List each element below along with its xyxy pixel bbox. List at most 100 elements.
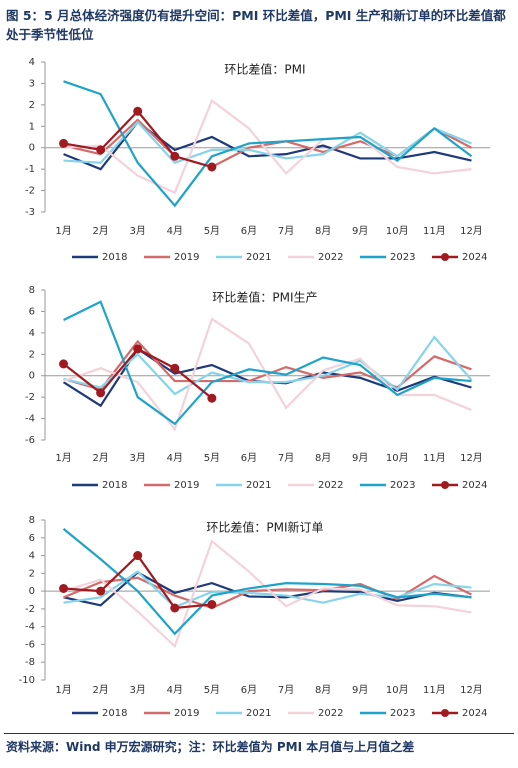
series-line xyxy=(63,98,472,195)
x-tick-label: 11月 xyxy=(423,452,446,464)
x-tick-label: 12月 xyxy=(460,452,483,464)
series-line xyxy=(63,335,473,396)
point-marker xyxy=(59,138,69,148)
point-marker xyxy=(133,551,143,561)
y-tick-label: 6 xyxy=(29,306,35,317)
y-tick-label: 2 xyxy=(29,349,35,360)
y-tick-label: -2 xyxy=(25,186,35,197)
y-tick-label: 1 xyxy=(29,121,35,132)
x-tick-label: 10月 xyxy=(386,452,409,464)
source-note: 资料来源：Wind 申万宏源研究；注：环比差值为 PMI 本月值与上月值之差 xyxy=(6,740,415,754)
y-tick-label: 2 xyxy=(29,100,35,111)
y-tick-label: 8 xyxy=(29,515,35,526)
point-marker xyxy=(96,145,106,155)
x-tick-label: 9月 xyxy=(352,684,368,696)
legend-label: 2024 xyxy=(462,480,487,491)
x-tick-label: 8月 xyxy=(315,452,331,464)
legend-label: 2021 xyxy=(246,252,271,263)
legend-label: 2024 xyxy=(462,252,487,263)
series-line xyxy=(63,300,472,426)
series-line xyxy=(63,317,472,432)
point-marker xyxy=(133,344,143,354)
y-tick-label: 8 xyxy=(29,285,35,296)
y-tick-label: -8 xyxy=(25,657,35,668)
y-tick-label: -3 xyxy=(25,207,35,218)
legend-label: 2023 xyxy=(390,252,415,263)
y-tick-label: -6 xyxy=(25,435,35,446)
y-tick-label: 2 xyxy=(29,568,35,579)
y-tick-label: 4 xyxy=(29,328,35,339)
x-tick-label: 1月 xyxy=(55,684,71,696)
legend-label: 2018 xyxy=(102,480,127,491)
x-tick-label: 2月 xyxy=(92,225,108,237)
legend-label: 2023 xyxy=(390,708,415,719)
x-tick-label: 5月 xyxy=(204,225,220,237)
x-tick-label: 8月 xyxy=(315,225,331,237)
legend-marker xyxy=(441,253,449,261)
legend-label: 2019 xyxy=(174,252,199,263)
series-line xyxy=(62,528,472,636)
x-tick-label: 8月 xyxy=(315,684,331,696)
x-tick-label: 10月 xyxy=(386,225,409,237)
chart-title: 环比差值：PMI xyxy=(224,62,305,77)
legend-marker xyxy=(441,481,449,489)
legend-label: 2018 xyxy=(102,252,127,263)
x-tick-label: 1月 xyxy=(55,452,71,464)
x-tick-label: 7月 xyxy=(278,452,294,464)
point-marker xyxy=(170,363,180,373)
legend-label: 2019 xyxy=(174,480,199,491)
y-tick-label: -2 xyxy=(25,604,35,615)
y-tick-label: -6 xyxy=(25,639,35,650)
point-marker xyxy=(96,586,106,596)
x-tick-label: 2月 xyxy=(92,452,108,464)
x-tick-label: 12月 xyxy=(460,225,483,237)
point-marker xyxy=(170,603,180,613)
legend-label: 2024 xyxy=(462,708,487,719)
point-marker xyxy=(96,388,106,398)
point-marker xyxy=(59,359,69,369)
legend-label: 2018 xyxy=(102,708,127,719)
x-tick-label: 3月 xyxy=(130,452,146,464)
x-tick-label: 9月 xyxy=(352,452,368,464)
x-tick-label: 3月 xyxy=(130,225,146,237)
y-tick-label: 4 xyxy=(29,551,35,562)
point-marker xyxy=(207,599,217,609)
legend-label: 2021 xyxy=(246,480,271,491)
x-tick-label: 12月 xyxy=(460,684,483,696)
point-marker xyxy=(207,393,217,403)
x-tick-label: 6月 xyxy=(241,452,257,464)
y-tick-label: 6 xyxy=(29,533,35,544)
y-tick-label: 4 xyxy=(29,57,35,68)
x-tick-label: 5月 xyxy=(204,452,220,464)
legend-label: 2022 xyxy=(318,480,343,491)
y-tick-label: -2 xyxy=(25,392,35,403)
y-tick-label: -4 xyxy=(25,414,35,425)
series-line xyxy=(63,539,472,649)
figure-title: 图 5：5 月总体经济强度仍有提升空间：PMI 环比差值，PMI 生产和新订单的… xyxy=(6,8,506,42)
series-line xyxy=(63,80,473,208)
chart-title: 环比差值：PMI生产 xyxy=(212,290,317,305)
legend-label: 2022 xyxy=(318,252,343,263)
y-tick-label: -1 xyxy=(25,164,35,175)
legend-marker xyxy=(441,709,449,717)
y-tick-label: -10 xyxy=(19,675,35,686)
point-marker xyxy=(170,151,180,161)
x-tick-label: 6月 xyxy=(241,225,257,237)
chart: -3 -2 -1 0 1 2 3 4 1月 2月 3月 4月 5月 6月 7月 8月 9月 10月 11月 12月 环比… xyxy=(25,57,490,263)
y-tick-label: 0 xyxy=(29,586,35,597)
x-tick-label: 7月 xyxy=(278,684,294,696)
y-tick-label: 3 xyxy=(29,78,35,89)
chart: -10 -8 -6 -4 -2 0 2 4 6 8 1月 2月 3月 4月 5月 6月 7月 8月 9月 10月 11月… xyxy=(19,515,490,719)
point-marker xyxy=(207,162,217,172)
x-tick-label: 1月 xyxy=(55,225,71,237)
x-tick-label: 9月 xyxy=(352,225,368,237)
legend-label: 2022 xyxy=(318,708,343,719)
x-tick-label: 5月 xyxy=(204,684,220,696)
series-line xyxy=(63,570,472,609)
x-tick-label: 4月 xyxy=(167,452,183,464)
legend-label: 2019 xyxy=(174,708,199,719)
x-tick-label: 11月 xyxy=(423,225,446,237)
y-tick-label: 0 xyxy=(29,371,35,382)
x-tick-label: 2月 xyxy=(92,684,108,696)
